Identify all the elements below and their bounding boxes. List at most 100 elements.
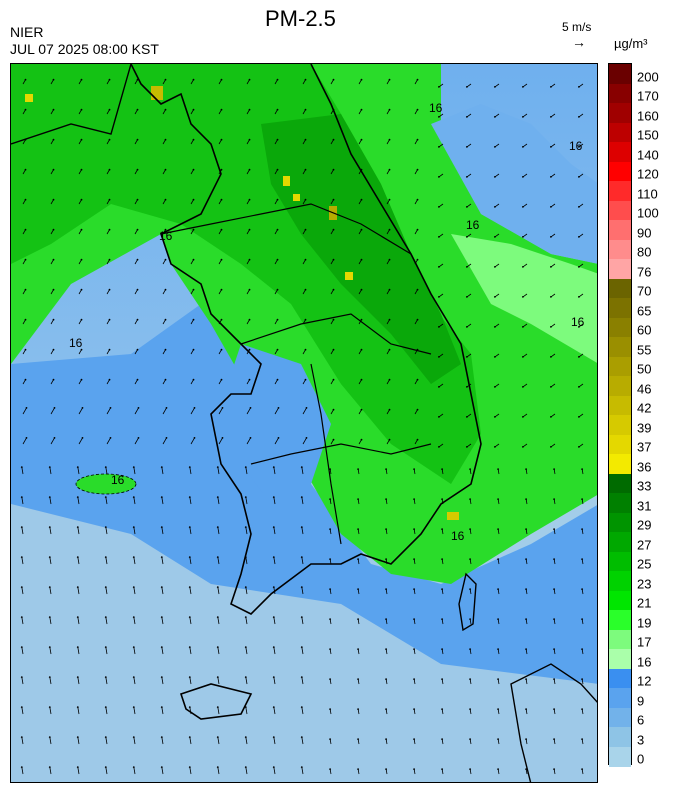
wind-vector-arrow	[49, 467, 52, 475]
wind-vector-head	[192, 138, 195, 141]
wind-vector-head	[553, 588, 555, 590]
wind-vector-arrow	[301, 467, 304, 475]
wind-vector-head	[192, 198, 195, 201]
wind-vector-head	[272, 586, 275, 588]
wind-vector-head	[553, 708, 555, 710]
wind-vector-head	[438, 116, 440, 118]
wind-vector-head	[329, 558, 331, 560]
wind-vector-head	[80, 108, 83, 111]
wind-vector-head	[441, 468, 443, 470]
wind-vector-head	[20, 556, 23, 558]
unit-label: µg/m³	[614, 36, 648, 51]
wind-vector-head	[525, 468, 527, 470]
wind-vector-head	[360, 378, 363, 381]
wind-vector-head	[438, 446, 440, 448]
wind-vector-arrow	[49, 767, 52, 775]
contour-label: 16	[111, 473, 125, 487]
wind-vector-arrow	[189, 467, 192, 475]
wind-vector-head	[300, 676, 303, 678]
wind-vector-arrow	[273, 737, 276, 745]
colorbar-segment	[609, 454, 631, 474]
wind-vector-arrow	[161, 647, 164, 655]
wind-vector-head	[550, 266, 552, 268]
wind-vector-head	[300, 616, 303, 618]
wind-vector-head	[305, 437, 308, 439]
wind-vector-head	[248, 228, 251, 231]
wind-vector-head	[193, 407, 196, 409]
wind-vector-head	[136, 228, 139, 231]
wind-vector-head	[136, 258, 139, 261]
colorbar-segment	[609, 532, 631, 552]
wind-vector-head	[522, 86, 524, 88]
coastal-light-green-area	[451, 234, 597, 363]
wind-vector-head	[188, 766, 191, 768]
wind-vector-head	[80, 258, 83, 261]
wind-vector-head	[160, 616, 163, 618]
wind-vector-head	[497, 528, 499, 530]
wind-vector-head	[388, 288, 391, 291]
wind-vector-head	[272, 526, 275, 528]
wind-vector-head	[578, 206, 580, 208]
hotspot-marker	[151, 86, 163, 100]
wind-vector-head	[416, 318, 419, 321]
wind-vector-head	[276, 108, 279, 111]
wind-vector-arrow	[105, 737, 108, 745]
wind-vector-head	[581, 498, 583, 500]
wind-vector-arrow	[77, 587, 80, 595]
wind-vector-head	[108, 78, 111, 81]
wind-vector-head	[216, 616, 219, 618]
wind-vector-head	[109, 437, 112, 439]
wind-vector-arrow	[133, 617, 136, 625]
wind-vector-head	[332, 288, 335, 291]
colorbar-tick-label: 16	[637, 654, 652, 670]
colorbar-tick-label: 60	[637, 322, 652, 338]
wind-vector-head	[357, 468, 359, 470]
wind-vector-head	[494, 116, 496, 118]
colorbar-tick-label: 170	[637, 88, 659, 104]
wind-vector-arrow	[105, 497, 108, 505]
wind-vector-head	[104, 496, 107, 498]
colorbar-segment	[609, 629, 631, 650]
wind-vector-head	[248, 288, 251, 291]
wind-vector-head	[438, 236, 440, 238]
wind-vector-head	[522, 206, 524, 208]
wind-vector-head	[216, 766, 219, 768]
wind-vector-head	[360, 228, 363, 231]
wind-vector-head	[522, 176, 524, 178]
wind-vector-arrow	[49, 527, 52, 535]
wind-vector-arrow	[190, 437, 195, 445]
contour-label: 16	[451, 529, 465, 543]
wind-vector-head	[300, 586, 303, 588]
wind-vector-arrow	[245, 737, 248, 745]
wind-vector-head	[220, 318, 223, 321]
wind-vector-head	[76, 526, 79, 528]
wind-vector-head	[304, 318, 307, 321]
wind-vector-head	[164, 288, 167, 291]
colorbar-segment	[609, 298, 631, 318]
wind-vector-head	[497, 738, 499, 740]
wind-vector-arrow	[105, 617, 108, 625]
wind-vector-arrow	[161, 737, 164, 745]
wind-vector-head	[108, 348, 111, 351]
wind-vector-head	[416, 258, 419, 261]
colorbar-segment	[609, 337, 631, 357]
wind-vector-head	[304, 258, 307, 261]
wind-vector-head	[494, 386, 496, 388]
wind-vector-head	[578, 386, 580, 388]
wind-vector-head	[220, 168, 223, 171]
wind-vector-head	[494, 176, 496, 178]
wind-vector-head	[52, 348, 55, 351]
wind-vector-arrow	[21, 587, 24, 595]
wind-vector-arrow	[273, 677, 276, 685]
wind-vector-head	[220, 108, 223, 111]
wind-vector-arrow	[49, 737, 52, 745]
wind-vector-head	[553, 648, 555, 650]
wind-vector-head	[357, 708, 359, 710]
wind-vector-arrow	[189, 707, 192, 715]
wind-vector-head	[164, 78, 167, 81]
map-canvas: 16 16 16 16 16 16 16 16	[11, 64, 597, 782]
wind-vector-arrow	[218, 407, 223, 415]
wind-vector-head	[52, 78, 55, 81]
wind-vector-head	[216, 496, 219, 498]
wind-vector-head	[244, 466, 247, 468]
